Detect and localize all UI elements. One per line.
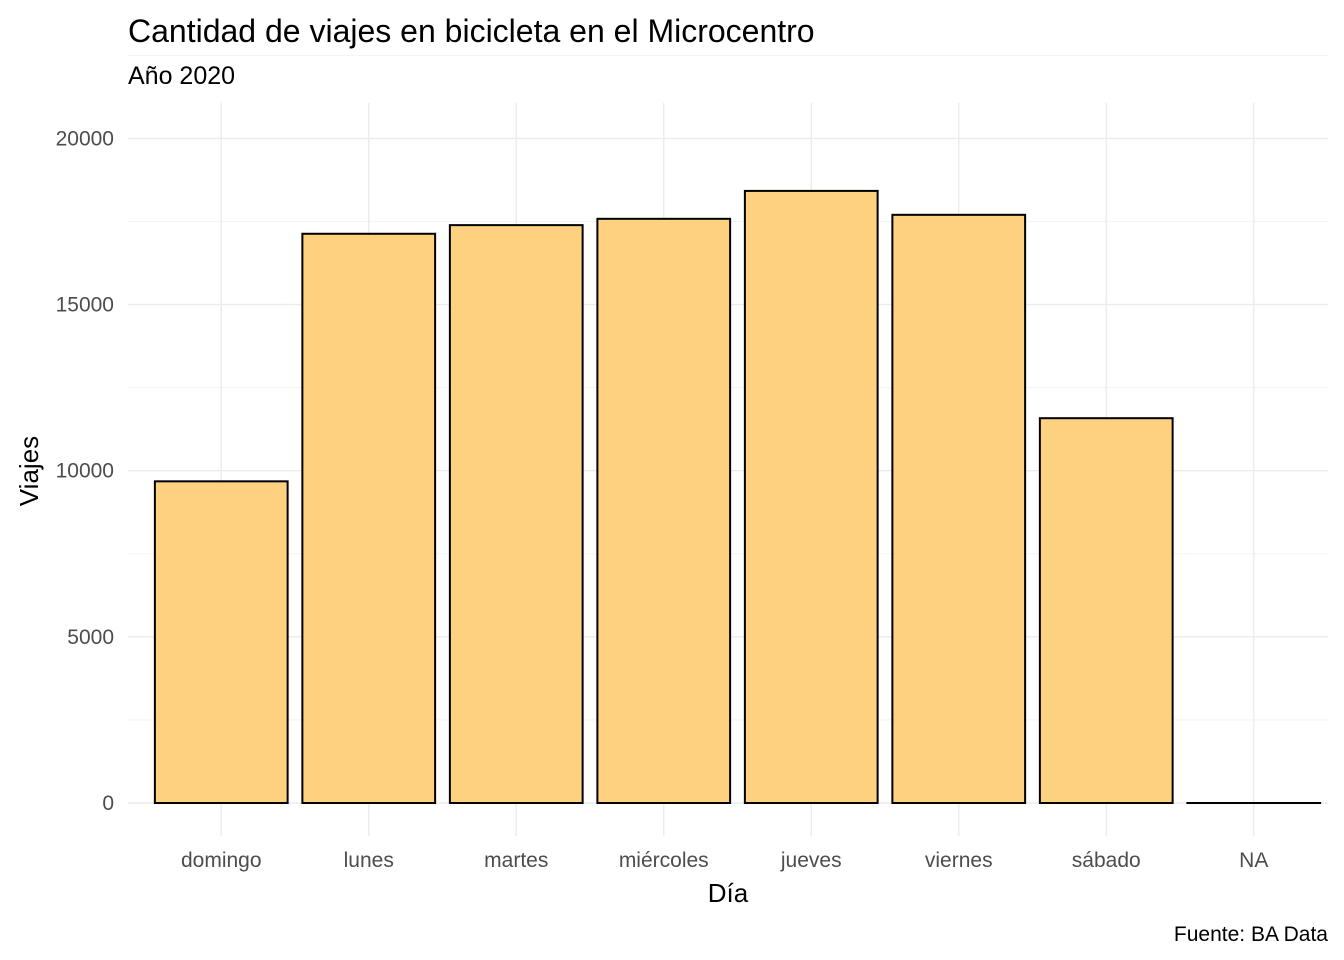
- bar-jueves: [743, 189, 879, 805]
- x-tick-label: sábado: [1072, 849, 1141, 872]
- chart-subtitle: Año 2020: [128, 62, 235, 90]
- bar-sábado: [1038, 417, 1174, 804]
- chart-title: Cantidad de viajes en bicicleta en el Mi…: [128, 13, 815, 49]
- y-tick-label: 5000: [67, 626, 114, 649]
- y-tick-label: 15000: [56, 294, 114, 317]
- x-tick-label: lunes: [344, 849, 394, 872]
- y-tick-labels: 0 5000 10000 15000 20000: [56, 127, 114, 815]
- bar-martes: [448, 224, 584, 804]
- bar-viernes: [891, 213, 1027, 805]
- y-tick-label: 10000: [56, 460, 114, 483]
- bar-domingo: [153, 480, 289, 804]
- x-tick-label: viernes: [925, 849, 993, 872]
- y-tick-label: 0: [102, 792, 114, 815]
- x-tick-label: jueves: [780, 849, 842, 872]
- y-tick-label: 20000: [56, 127, 114, 150]
- bars: [153, 189, 1322, 805]
- x-tick-label: miércoles: [619, 849, 709, 872]
- x-axis-title: Día: [708, 878, 749, 908]
- bar-miércoles: [596, 217, 732, 805]
- x-tick-label: NA: [1239, 849, 1268, 872]
- x-tick-labels: domingo lunes martes miércoles jueves viernes…: [181, 849, 1268, 872]
- chart-caption: Fuente: BA Data: [1174, 923, 1328, 946]
- bar-lunes: [301, 232, 437, 805]
- x-tick-label: domingo: [181, 849, 262, 872]
- y-axis-title: Viajes: [14, 436, 44, 506]
- x-tick-label: martes: [484, 849, 548, 872]
